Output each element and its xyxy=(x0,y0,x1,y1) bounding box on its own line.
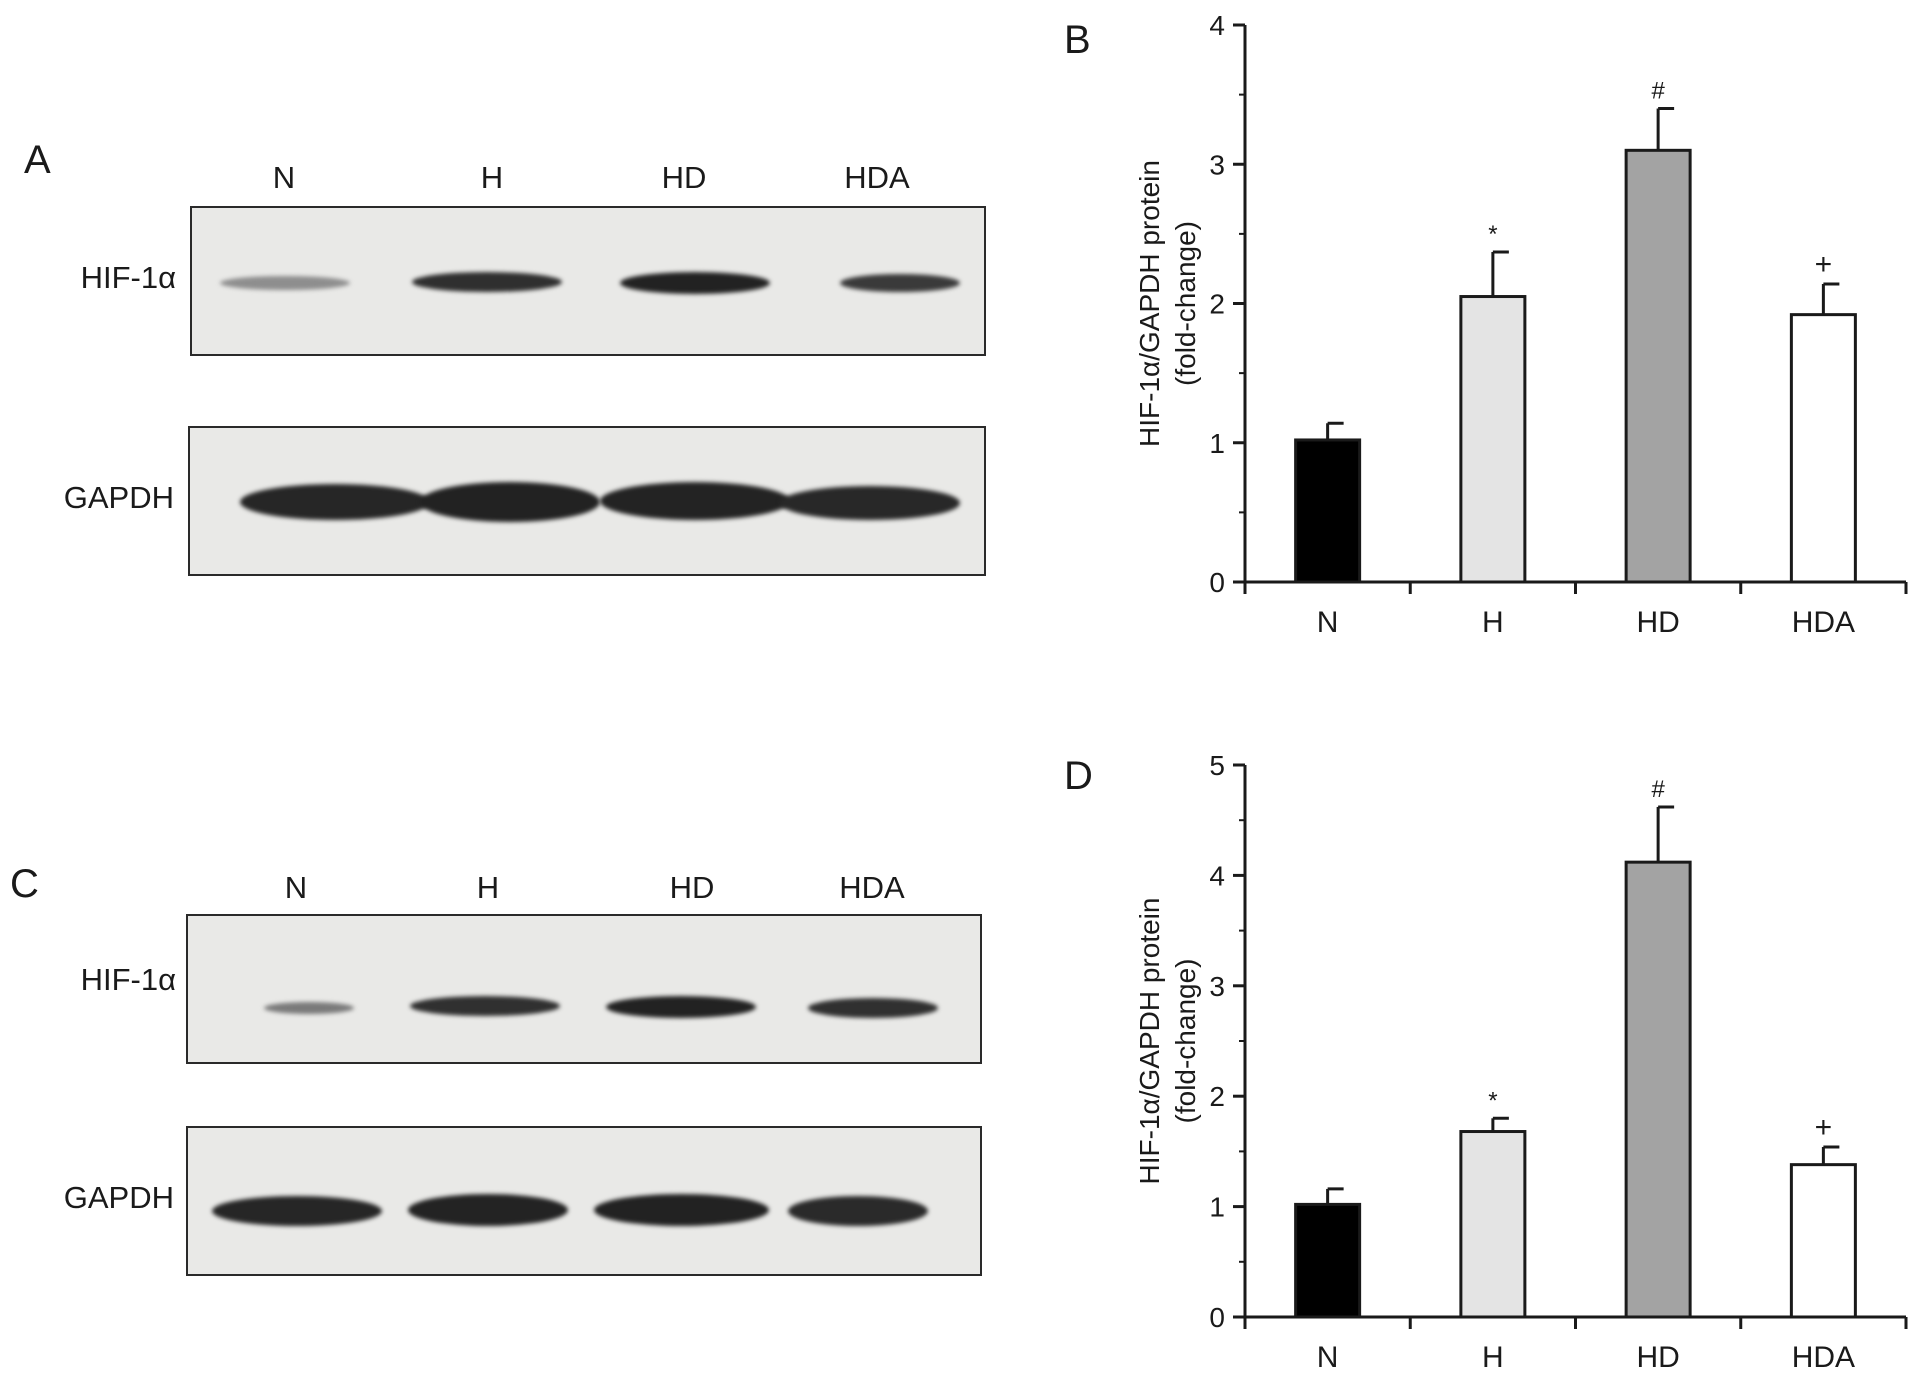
panel-letter-d: D xyxy=(1064,754,1093,798)
bar-hd xyxy=(1624,148,1692,584)
band xyxy=(264,1002,354,1014)
x-tick-label: H xyxy=(1482,1341,1504,1374)
significance-mark: + xyxy=(1815,248,1833,281)
band xyxy=(808,998,938,1018)
lane-label-hda: HDA xyxy=(839,870,905,905)
row-label-hif: HIF-1α xyxy=(80,260,176,295)
lane-label-h: H xyxy=(480,160,504,195)
band xyxy=(594,1194,769,1226)
y-tick-label: 1 xyxy=(1209,1192,1225,1223)
y-tick-label: 2 xyxy=(1209,289,1225,320)
bar-n xyxy=(1294,438,1362,584)
lane-label-n: N xyxy=(272,160,296,195)
x-tick-label: N xyxy=(1317,1341,1339,1374)
y-tick-label: 4 xyxy=(1209,860,1225,891)
blot-hif-a xyxy=(190,206,986,356)
band xyxy=(840,274,960,292)
lane-label-hd: HD xyxy=(661,160,707,195)
band xyxy=(420,482,600,522)
y-tick-label: 4 xyxy=(1209,10,1225,41)
bar-hd xyxy=(1624,860,1692,1319)
significance-mark: * xyxy=(1488,221,1497,248)
y-axis-label-line: (fold-change) xyxy=(1170,959,1201,1124)
bar-hda xyxy=(1789,1163,1857,1319)
lane-label-h: H xyxy=(476,870,500,905)
y-axis-label-line: (fold-change) xyxy=(1170,221,1201,386)
blot-gapdh-c xyxy=(186,1126,982,1276)
lane-label-hd: HD xyxy=(669,870,715,905)
row-label-gapdh: GAPDH xyxy=(63,480,174,515)
panel-letter-b: B xyxy=(1064,18,1091,62)
y-axis-label: HIF-1α/GAPDH protein (fold-change) xyxy=(1134,898,1201,1185)
lane-label-n: N xyxy=(284,870,308,905)
y-tick-label: 1 xyxy=(1209,428,1225,459)
y-axis-label-line: HIF-1α/GAPDH protein xyxy=(1134,160,1165,447)
band xyxy=(220,276,350,290)
bar-hda xyxy=(1789,313,1857,584)
blot-gapdh-a xyxy=(188,426,986,576)
x-tick-label: HDA xyxy=(1792,1341,1855,1374)
significance-mark: * xyxy=(1488,1087,1497,1114)
bar-h xyxy=(1459,295,1527,584)
significance-mark: # xyxy=(1651,776,1665,803)
band xyxy=(620,272,770,294)
y-tick-label: 0 xyxy=(1209,567,1225,598)
band xyxy=(600,482,790,520)
x-tick-label: N xyxy=(1317,606,1339,639)
y-tick-label: 3 xyxy=(1209,149,1225,180)
panel-letter-c: C xyxy=(10,862,39,906)
x-tick-label: HD xyxy=(1636,606,1679,639)
band xyxy=(410,996,560,1016)
significance-mark: + xyxy=(1815,1111,1833,1144)
blot-hif-c xyxy=(186,914,982,1064)
row-label-gapdh: GAPDH xyxy=(63,1180,174,1215)
row-label-hif: HIF-1α xyxy=(80,962,176,997)
band xyxy=(408,1194,568,1226)
y-axis-label: HIF-1α/GAPDH protein (fold-change) xyxy=(1134,160,1201,447)
y-tick-label: 5 xyxy=(1209,750,1225,781)
y-tick-label: 2 xyxy=(1209,1081,1225,1112)
band xyxy=(788,1196,928,1226)
y-axis-label-line: HIF-1α/GAPDH protein xyxy=(1134,898,1165,1185)
x-tick-label: H xyxy=(1482,606,1504,639)
panel-letter-a: A xyxy=(24,138,51,182)
y-tick-label: 0 xyxy=(1209,1302,1225,1333)
bar-chart-d: 0 1 2 3 4 5 N H * HD # HDA + HIF-1α/GAPDH protein (fol… xyxy=(1134,750,1908,1374)
bar-chart-b: 0 1 2 3 4 N H * HD # HDA + HIF-1α/GAPDH protein (fold… xyxy=(1134,10,1908,639)
x-tick-label: HDA xyxy=(1792,606,1855,639)
band xyxy=(212,1196,382,1226)
bar-n xyxy=(1294,1202,1362,1319)
band xyxy=(412,272,562,292)
band xyxy=(240,484,430,520)
lane-label-hda: HDA xyxy=(844,160,910,195)
x-tick-label: HD xyxy=(1636,1341,1679,1374)
y-tick-label: 3 xyxy=(1209,971,1225,1002)
band xyxy=(606,996,756,1018)
bar-h xyxy=(1459,1130,1527,1319)
band xyxy=(780,486,960,520)
significance-mark: # xyxy=(1651,78,1665,105)
